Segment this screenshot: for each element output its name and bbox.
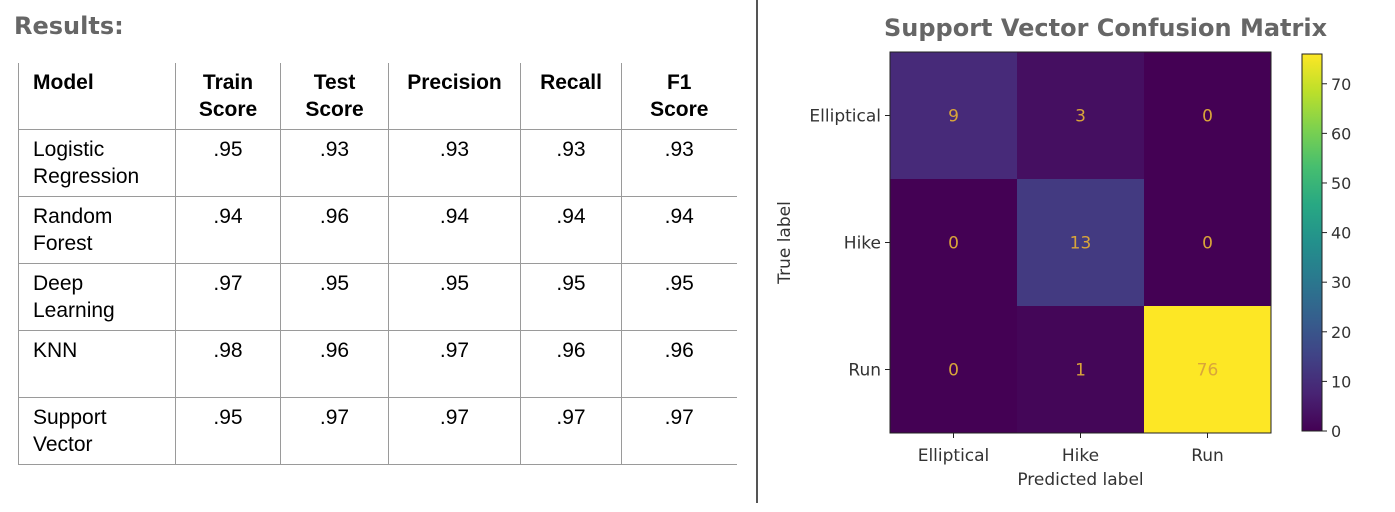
y-tick-label: Run [848,361,881,381]
test-score-cell: .93 [280,129,389,197]
matrix-cell [1144,179,1271,306]
y-tick-label: Elliptical [809,107,881,127]
train-score-cell: .98 [175,330,281,398]
train-score-cell: .94 [175,196,281,264]
results-title: Results: [14,12,124,40]
recall-cell: .94 [520,196,622,264]
precision-cell: .97 [388,397,521,465]
precision-cell: .93 [388,129,521,197]
cell-value-label: 0 [1202,107,1213,127]
colorbar-tick-label: 70 [1331,75,1351,94]
cell-value-label: 0 [948,361,959,381]
colorbar-tick-label: 10 [1331,372,1351,391]
colorbar-tick-label: 0 [1331,422,1341,441]
f1-score-cell: .97 [621,397,737,465]
colorbar-tick-label: 20 [1331,323,1351,342]
matrix-cell [1017,179,1144,306]
results-table: Model Train Score Test Score Precision R… [18,63,737,465]
test-score-cell: .97 [280,397,389,465]
cell-value-label: 0 [1202,234,1213,254]
cell-value-label: 1 [1075,361,1086,381]
test-score-cell: .96 [280,196,389,264]
table-row: Support Vector .95 .97 .97 .97 .97 [18,397,737,465]
recall-cell: .97 [520,397,622,465]
matrix-cell [1017,306,1144,433]
column-header-test-score: Test Score [280,63,389,130]
colorbar-tick-label: 60 [1331,124,1351,143]
colorbar-tick-label: 40 [1331,224,1351,243]
table-row: Random Forest .94 .96 .94 .94 .94 [18,196,737,264]
column-header-train-score: Train Score [175,63,281,130]
test-score-cell: .96 [280,330,389,398]
train-score-cell: .97 [175,263,281,331]
model-cell: Deep Learning [18,263,176,331]
axis-labels: Elliptical Hike Run Elliptical Hike Run Predic… [775,107,1224,491]
panel-divider [756,0,758,503]
f1-score-cell: .96 [621,330,737,398]
cell-value-label: 13 [1070,234,1092,254]
matrix-cell [890,306,1017,433]
cell-value-label: 0 [948,234,959,254]
column-header-model: Model [18,63,176,130]
f1-score-cell: .93 [621,129,737,197]
y-tick-label: Hike [844,234,881,254]
cell-value-label: 9 [948,107,959,127]
column-header-precision: Precision [388,63,521,130]
table-row: KNN .98 .96 .97 .96 .96 [18,330,737,398]
train-score-cell: .95 [175,397,281,465]
table-header-row: Model Train Score Test Score Precision R… [18,63,737,130]
colorbar: 0 10 20 30 40 50 60 70 [1301,53,1351,441]
recall-cell: .93 [520,129,622,197]
matrix-cell [1017,52,1144,179]
precision-cell: .94 [388,196,521,264]
matrix-cell [1144,306,1271,433]
matrix-cell [1144,52,1271,179]
colorbar-tick-label: 30 [1331,273,1351,292]
precision-cell: .95 [388,263,521,331]
cell-value-label: 76 [1197,361,1219,381]
precision-cell: .97 [388,330,521,398]
y-axis-label: True label [775,201,795,285]
train-score-cell: .95 [175,129,281,197]
cell-value-label: 3 [1075,107,1086,127]
x-tick-label: Hike [1062,446,1099,466]
chart-title: Support Vector Confusion Matrix [884,14,1328,42]
colorbar-gradient [1301,53,1323,432]
model-cell: KNN [18,330,176,398]
matrix-cells: 9 3 0 0 13 0 0 1 76 [889,51,1272,434]
x-axis-label: Predicted label [1017,470,1143,490]
recall-cell: .96 [520,330,622,398]
recall-cell: .95 [520,263,622,331]
matrix-cell [890,52,1017,179]
test-score-cell: .95 [280,263,389,331]
table-row: Logistic Regression .95 .93 .93 .93 .93 [18,129,737,197]
column-header-recall: Recall [520,63,622,130]
f1-score-cell: .94 [621,196,737,264]
model-cell: Logistic Regression [18,129,176,197]
x-tick-label: Elliptical [918,446,990,466]
matrix-cell [890,179,1017,306]
table-row: Deep Learning .97 .95 .95 .95 .95 [18,263,737,331]
f1-score-cell: .95 [621,263,737,331]
model-cell: Random Forest [18,196,176,264]
column-header-f1-score: F1 Score [621,63,737,130]
x-tick-label: Run [1191,446,1224,466]
colorbar-tick-label: 50 [1331,174,1351,193]
model-cell: Support Vector [18,397,176,465]
